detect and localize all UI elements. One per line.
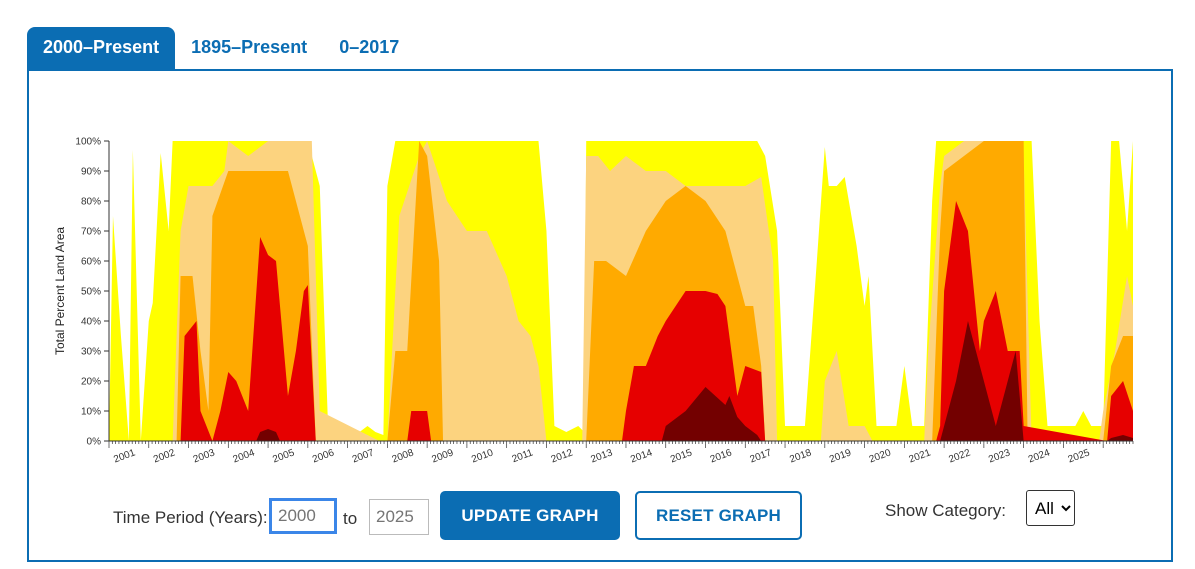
x-tick-label: 2019 bbox=[828, 447, 853, 465]
y-tick-label: 90% bbox=[81, 167, 101, 178]
x-tick-label: 2012 bbox=[550, 447, 575, 465]
y-tick-label: 60% bbox=[81, 257, 101, 268]
y-tick-label: 40% bbox=[81, 317, 101, 328]
end-year-input[interactable] bbox=[369, 499, 429, 535]
x-tick-label: 2020 bbox=[868, 447, 893, 465]
x-tick-label: 2016 bbox=[709, 447, 734, 465]
area-series-group bbox=[109, 141, 1133, 441]
update-graph-button[interactable]: UPDATE GRAPH bbox=[440, 491, 620, 540]
show-category-label: Show Category: bbox=[885, 501, 1006, 520]
x-tick-label: 2007 bbox=[351, 447, 376, 465]
y-tick-label: 50% bbox=[81, 287, 101, 298]
x-tick-label: 2022 bbox=[947, 447, 972, 465]
time-period-label: Time Period (Years): bbox=[113, 508, 268, 527]
start-year-input[interactable] bbox=[269, 498, 337, 534]
x-tick-label: 2011 bbox=[511, 447, 535, 465]
x-tick-label: 2010 bbox=[470, 447, 495, 465]
category-select[interactable]: All bbox=[1026, 490, 1075, 526]
y-tick-label: 20% bbox=[81, 377, 101, 388]
y-tick-label: 70% bbox=[81, 227, 101, 238]
y-tick-label: 80% bbox=[81, 197, 101, 208]
y-tick-label: 0% bbox=[87, 437, 102, 448]
reset-graph-button[interactable]: RESET GRAPH bbox=[635, 491, 802, 540]
tab-0-2017[interactable]: 0–2017 bbox=[339, 37, 400, 57]
x-tick-label: 2018 bbox=[788, 447, 813, 465]
y-tick-label: 100% bbox=[75, 137, 101, 148]
x-tick-label: 2017 bbox=[749, 447, 774, 465]
x-tick-label: 2025 bbox=[1067, 447, 1092, 465]
tab-1895-present[interactable]: 1895–Present bbox=[191, 37, 308, 57]
x-tick-label: 2008 bbox=[391, 447, 416, 465]
x-tick-label: 2001 bbox=[112, 447, 137, 465]
x-tick-label: 2009 bbox=[430, 447, 455, 465]
x-tick-label: 2015 bbox=[669, 447, 694, 465]
x-tick-label: 2013 bbox=[589, 447, 614, 465]
x-tick-label: 2021 bbox=[908, 447, 933, 465]
x-tick-label: 2002 bbox=[152, 447, 177, 465]
drought-area-chart: 0% 10% 20% 30% 40% 50% 60% 70% 80% 90% 100% Total P… bbox=[53, 137, 1134, 465]
period-tabs: 2000–Present 1895–Present 0–2017 bbox=[27, 27, 415, 70]
x-tick-label: 2014 bbox=[629, 447, 654, 465]
x-tick-label: 2006 bbox=[311, 447, 336, 465]
x-tick-label: 2005 bbox=[271, 447, 296, 465]
x-tick-label: 2003 bbox=[192, 447, 217, 465]
tab-2000-present[interactable]: 2000–Present bbox=[27, 27, 176, 70]
y-axis-label: Total Percent Land Area bbox=[53, 227, 67, 355]
x-tick-label: 2024 bbox=[1027, 447, 1052, 465]
y-tick-label: 10% bbox=[81, 407, 101, 418]
x-tick-label: 2004 bbox=[232, 447, 257, 465]
x-tick-label: 2023 bbox=[987, 447, 1012, 465]
area-d2 bbox=[109, 141, 1133, 441]
chart-panel: 0% 10% 20% 30% 40% 50% 60% 70% 80% 90% 100% Total P… bbox=[27, 69, 1173, 562]
y-tick-label: 30% bbox=[81, 347, 101, 358]
to-label: to bbox=[343, 509, 358, 528]
